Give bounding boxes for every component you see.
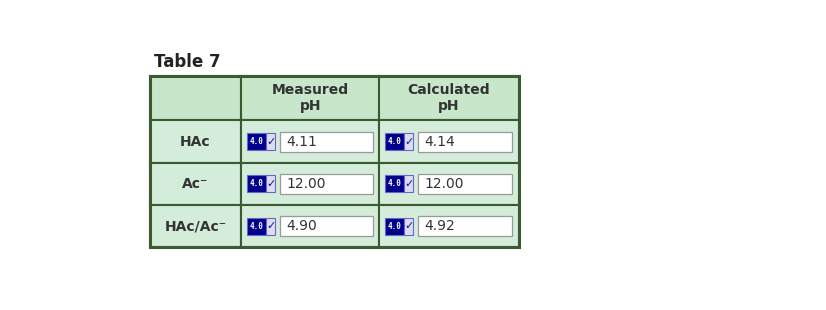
Bar (241, 76, 379, 120)
Bar (386, 218, 404, 235)
Bar (150, 76, 241, 120)
Bar (241, 120, 379, 163)
Text: ✓: ✓ (266, 221, 275, 231)
Bar (280, 131, 373, 152)
Bar (241, 205, 379, 247)
Bar (379, 120, 519, 163)
Text: 12.00: 12.00 (424, 177, 463, 191)
Bar (418, 174, 512, 194)
Bar (150, 120, 241, 163)
Text: 4.0: 4.0 (249, 137, 263, 146)
Bar (248, 133, 266, 150)
Text: ✓: ✓ (404, 179, 413, 189)
Text: 4.90: 4.90 (286, 219, 317, 233)
Text: 4.0: 4.0 (249, 222, 263, 231)
Text: 4.0: 4.0 (249, 179, 263, 188)
Bar (241, 163, 379, 205)
Text: ✓: ✓ (404, 136, 413, 147)
Bar (404, 133, 413, 150)
Text: 4.14: 4.14 (424, 135, 455, 148)
Text: Calculated
pH: Calculated pH (407, 83, 490, 113)
Bar (379, 163, 519, 205)
Bar (280, 174, 373, 194)
Bar (266, 218, 275, 235)
Bar (386, 133, 404, 150)
Text: Table 7: Table 7 (154, 53, 221, 71)
Text: 12.00: 12.00 (286, 177, 325, 191)
Bar (280, 216, 373, 236)
Bar (248, 218, 266, 235)
Bar (418, 216, 512, 236)
Bar (386, 175, 404, 192)
Text: ✓: ✓ (266, 136, 275, 147)
Text: HAc/Ac⁻: HAc/Ac⁻ (164, 219, 226, 233)
Bar (266, 133, 275, 150)
Text: ✓: ✓ (404, 221, 413, 231)
Text: HAc: HAc (180, 135, 211, 148)
Bar (150, 205, 241, 247)
Bar (266, 175, 275, 192)
Bar (150, 76, 519, 247)
Text: 4.11: 4.11 (286, 135, 317, 148)
Bar (404, 175, 413, 192)
Bar (404, 218, 413, 235)
Text: ✓: ✓ (266, 179, 275, 189)
Text: 4.0: 4.0 (387, 137, 401, 146)
Text: 4.0: 4.0 (387, 222, 401, 231)
Text: 4.92: 4.92 (424, 219, 455, 233)
Bar (150, 163, 241, 205)
Text: Ac⁻: Ac⁻ (183, 177, 209, 191)
Bar (379, 76, 519, 120)
Bar (418, 131, 512, 152)
Text: Measured
pH: Measured pH (272, 83, 349, 113)
Text: 4.0: 4.0 (387, 179, 401, 188)
Bar (248, 175, 266, 192)
Bar (379, 205, 519, 247)
